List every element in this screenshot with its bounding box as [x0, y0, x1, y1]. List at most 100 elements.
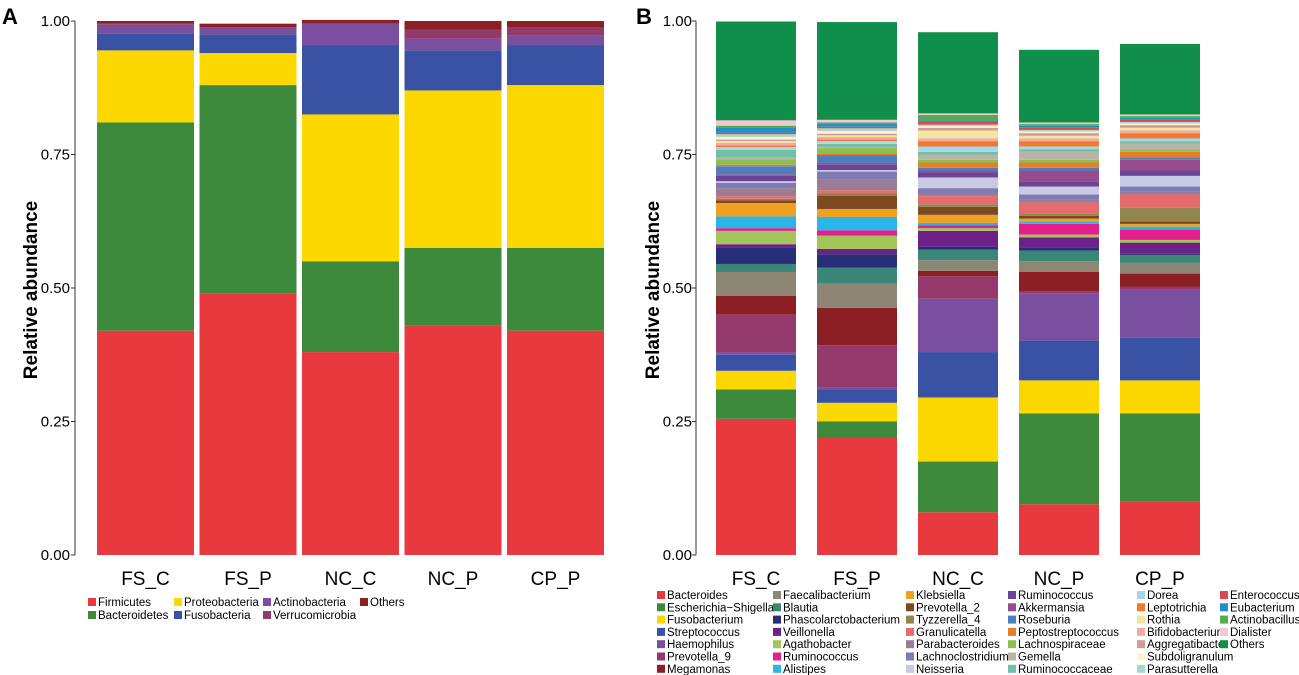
panel-b-segment-lachnospiraceae-nc-p — [1019, 159, 1099, 163]
panel-b-segment-tyzzerella-4-nc-p — [1019, 213, 1099, 216]
panel-b-segment-phascolarctobacterium-nc-c — [918, 246, 998, 250]
panel-b-x-tick-label: CP_P — [1135, 569, 1185, 590]
panel-b-segment-ruminococcaceae-fs-p — [817, 143, 897, 147]
panel-b-segment-fusobacterium-cp-p — [1120, 380, 1200, 414]
panel-b-segment-peptostreptococcus-fs-p — [817, 153, 897, 156]
panel-b-legend-label-prevotella-2: Prevotella_2 — [916, 602, 980, 614]
panel-b-x-tick-label: FS_P — [833, 569, 881, 590]
panel-b-segment-gemella-nc-p — [1019, 151, 1099, 160]
panel-a-segment-firmicutes-cp-p — [507, 330, 604, 555]
panel-a-legend-swatch-firmicutes — [88, 598, 96, 606]
panel-b-segment-others-fs-p — [817, 22, 897, 120]
panel-b-legend-swatch-megamonas — [657, 664, 665, 673]
panel-b-legend-swatch-aggregatibacter — [1137, 640, 1145, 649]
panel-b-legend-swatch-klebsiella — [906, 591, 914, 599]
panel-b-segment-veillonella-nc-p — [1019, 237, 1099, 248]
panel-b-legend-swatch-blautia — [773, 603, 781, 612]
panel-b-segment-phascolarctobacterium-fs-p — [817, 254, 897, 268]
panel-b-segment-haemophilus-nc-p — [1019, 293, 1099, 341]
panel-b-segment-granulicatella-fs-c — [716, 196, 796, 199]
panel-b-segment-phascolarctobacterium-cp-p — [1120, 253, 1200, 255]
panel-b-segment-bifidobacterium-nc-c — [918, 138, 998, 142]
panel-b-segment-lachnospiraceae-fs-p — [817, 148, 897, 154]
panel-b-segment-neisseria-fs-p — [817, 169, 897, 172]
panel-b-y-axis-label: Relative abundance — [643, 201, 664, 379]
panel-b-segment-rothia-nc-p — [1019, 135, 1099, 139]
panel-b-segment-ruminococcus-nc-c — [918, 172, 998, 178]
panel-b-legend-label-agathobacter: Agathobacter — [783, 639, 852, 651]
panel-b-segment-tyzzerella-4-fs-p — [817, 192, 897, 196]
panel-b-segment-agathobacter-nc-c — [918, 228, 998, 231]
panel-b-segment-leptotrichia-fs-p — [817, 139, 897, 142]
panel-b-segment-akkermansia-nc-p — [1019, 170, 1099, 182]
panel-b-segment-klebsiella-nc-p — [1019, 218, 1099, 222]
panel-b-segment-klebsiella-fs-p — [817, 208, 897, 217]
panel-b-legend-swatch-haemophilus — [657, 640, 665, 649]
panel-b-segment-parabacteroides-nc-p — [1019, 199, 1099, 203]
panel-b-segment-eubacterium-nc-c — [918, 120, 998, 122]
panel-b-legend-label-tyzzerella-4: Tyzzerella_4 — [916, 615, 981, 627]
panel-b-segment-dialister-nc-c — [918, 113, 998, 115]
panel-b-segment-megamonas-fs-p — [817, 307, 897, 346]
panel-b-legend-swatch-veillonella — [773, 627, 781, 636]
panel-b-segment-parasutterella-nc-c — [918, 124, 998, 127]
panel-b-segment-streptococcus-nc-p — [1019, 340, 1099, 381]
panel-b-y-tick-label: 0.25 — [663, 414, 692, 431]
panel-b-segment-tyzzerella-4-fs-c — [716, 198, 796, 201]
panel-b-segment-ruminococcus-fs-p — [817, 164, 897, 170]
panel-b-segment-eubacterium-fs-c — [716, 127, 796, 133]
panel-b-segment-dialister-fs-c — [716, 120, 796, 126]
panel-b-legend-swatch-granulicatella — [906, 627, 914, 636]
panel-b-segment-leptotrichia-nc-p — [1019, 141, 1099, 147]
panel-b-segment-prevotella-9-fs-c — [716, 314, 796, 353]
panel-b-segment-alistipes-nc-c — [918, 222, 998, 226]
panel-b-legend-swatch-phascolarctobacterium — [773, 615, 781, 624]
panel-a-x-ticks: FS_C FS_P NC_C NC_P CP_P — [121, 569, 580, 590]
panel-b-segment-veillonella-nc-c — [918, 230, 998, 247]
panel-b-legend-swatch-dialister — [1220, 627, 1228, 636]
panel-b-segment-lachnoclostridium-fs-c — [716, 182, 796, 189]
panel-a-segment-proteobacteria-cp-p — [507, 85, 604, 248]
panel-b-segment-parabacteroides-nc-c — [918, 193, 998, 197]
panel-b-y-tick-label: 0.50 — [663, 280, 692, 297]
panel-a-segment-actinobacteria-cp-p — [507, 35, 604, 46]
panel-b-segment-lachnospiraceae-nc-c — [918, 159, 998, 163]
panel-b-legend-label-subdoligranulum: Subdoligranulum — [1147, 652, 1233, 664]
panel-b-legend-swatch-agathobacter — [773, 640, 781, 649]
panel-a-bar-nc-p — [404, 21, 502, 555]
panel-b-segment-enterococcus-nc-p — [1019, 127, 1099, 130]
panel-b-segment-streptococcus-nc-c — [918, 352, 998, 398]
panel-b-legend-label-aggregatibacter: Aggregatibacter — [1147, 639, 1228, 651]
panel-b-segment-peptostreptococcus-nc-c — [918, 162, 998, 168]
panel-b-bar-nc-c — [918, 32, 998, 555]
panel-a-segment-bacteroidetes-nc-p — [404, 247, 502, 326]
panel-a-segment-proteobacteria-fs-p — [199, 53, 297, 86]
panel-b-segment-tyzzerella-4-cp-p — [1120, 207, 1200, 222]
panel-b-segment-faecalibacterium-nc-c — [918, 260, 998, 271]
panel-b-bar-cp-p — [1120, 43, 1200, 555]
panel-a-y-tick-label: 1.00 — [41, 13, 70, 30]
panel-b-legend-swatch-fusobacterium — [657, 615, 665, 624]
panel-b-legend-label-neisseria: Neisseria — [916, 664, 965, 675]
panel-b-letter: B — [636, 4, 652, 29]
panel-a-x-tick-label: NC_C — [325, 569, 377, 590]
panel-a-segment-actinobacteria-nc-p — [404, 38, 502, 51]
panel-b-segment-gemella-cp-p — [1120, 143, 1200, 150]
panel-b-segment-bacteroides-nc-p — [1019, 504, 1099, 555]
panel-b-segment-prevotella-2-fs-p — [817, 195, 897, 209]
panel-b-segment-megamonas-fs-c — [716, 296, 796, 315]
panel-b-segment-subdoligranulum-cp-p — [1120, 123, 1200, 126]
panel-b-segment-leptotrichia-cp-p — [1120, 133, 1200, 139]
panel-b-segment-roseburia-nc-c — [918, 167, 998, 171]
panel-a-y-axis-label: Relative abundance — [21, 201, 42, 379]
panel-a-segment-others-cp-p — [507, 21, 604, 28]
panel-b-segment-veillonella-fs-c — [716, 244, 796, 248]
panel-b-segment-gemella-fs-p — [817, 146, 897, 149]
panel-b-legend-label-alistipes: Alistipes — [783, 664, 826, 675]
panel-b-segment-klebsiella-nc-c — [918, 214, 998, 223]
panel-b-legend-label-prevotella-9: Prevotella_9 — [667, 652, 731, 664]
panel-b-segment-megamonas-cp-p — [1120, 273, 1200, 287]
panel-b-legend-label-escherichia-shigella: Escherichia−Shigella — [667, 602, 775, 614]
panel-b-segment-granulicatella-cp-p — [1120, 194, 1200, 208]
panel-a-y-tick-label: 0.50 — [41, 280, 70, 297]
